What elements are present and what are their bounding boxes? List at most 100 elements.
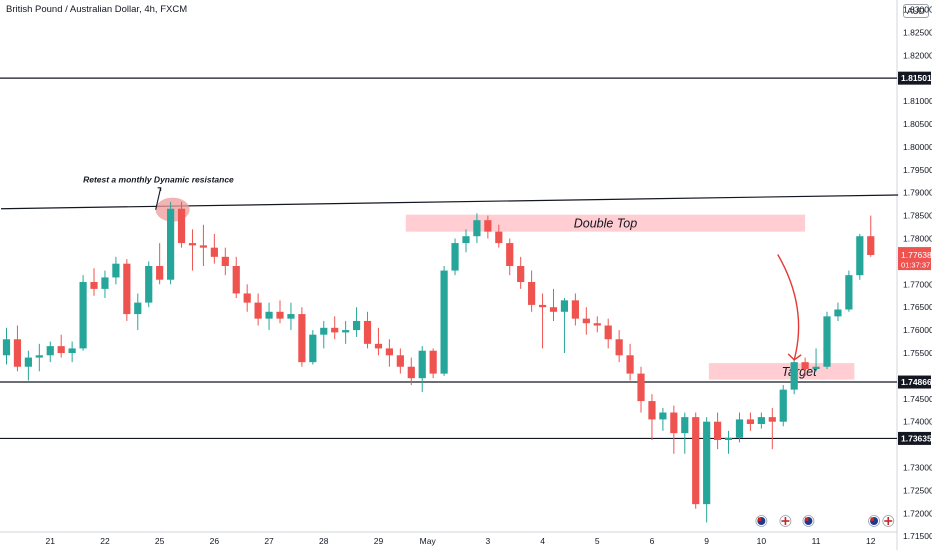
candle-down	[199, 245, 208, 248]
candle-up	[352, 320, 361, 331]
candle-down	[582, 318, 590, 324]
candle-up	[451, 243, 459, 271]
x-tick-label: 29	[374, 536, 384, 546]
candle-down	[396, 355, 404, 367]
y-tick-label: 1.74500	[903, 394, 932, 404]
candle-up	[757, 417, 765, 424]
y-tick-label: 1.83000	[903, 5, 932, 15]
x-tick-label: 10	[757, 536, 767, 546]
candle-up	[440, 270, 448, 374]
x-tick-label: 12	[866, 536, 876, 546]
candle-up	[473, 220, 481, 237]
candle-up	[35, 355, 43, 358]
zone-box-0	[405, 214, 806, 232]
candle-down	[549, 307, 558, 312]
candle-down	[254, 302, 262, 319]
candle-down	[714, 421, 722, 441]
annotation-pointer-head	[157, 187, 162, 191]
x-tick-label: May	[420, 536, 437, 546]
candle-up	[724, 437, 733, 441]
candle-down	[331, 327, 339, 333]
currency-badge[interactable]: AUD	[903, 4, 929, 18]
candle-up	[735, 419, 744, 438]
y-tick-label: 1.82000	[903, 50, 932, 60]
y-tick-label: 1.76500	[903, 302, 932, 312]
annotation-pointer	[155, 187, 162, 210]
x-tick-label: 26	[210, 536, 220, 546]
candle-down	[571, 300, 579, 319]
candle-up	[342, 330, 350, 333]
candle-up	[845, 275, 853, 310]
candle-down	[374, 343, 383, 349]
zone-label-1: Target	[782, 365, 818, 379]
zone-label-0: Double Top	[574, 217, 638, 231]
trendline	[1, 194, 899, 210]
x-tick-label: 21	[46, 536, 56, 546]
candle-down	[801, 362, 809, 370]
candle-down	[156, 265, 164, 280]
candle-down	[517, 265, 525, 283]
candle-down	[867, 236, 875, 255]
candle-up	[167, 208, 175, 280]
x-tick-label: 9	[704, 536, 709, 546]
candle-down	[528, 282, 536, 305]
candle-up	[101, 277, 109, 289]
candle-up	[779, 389, 787, 422]
candle-down	[495, 231, 503, 244]
candle-up	[112, 263, 120, 278]
candle-down	[604, 325, 612, 340]
last-price-label: 1.77638	[901, 250, 932, 260]
y-tick-label: 1.72500	[903, 485, 932, 495]
y-tick-label: 1.80500	[903, 119, 932, 129]
candle-down	[123, 263, 131, 315]
candle-up	[145, 265, 153, 303]
candle-down	[626, 355, 634, 374]
candle-down	[57, 346, 65, 353]
level-tag-label-0: 1.81501	[901, 73, 932, 83]
x-tick-label: 4	[540, 536, 545, 546]
y-tick-label: 1.82500	[903, 27, 932, 37]
x-tick-label: 11	[812, 536, 821, 546]
candle-down	[188, 243, 197, 246]
x-tick-label: 5	[595, 536, 600, 546]
au-flag-icon[interactable]	[755, 515, 768, 527]
candle-up	[823, 316, 831, 367]
candle-down	[243, 293, 251, 303]
candle-up	[79, 282, 87, 349]
candle-down	[385, 348, 393, 356]
candle-down	[363, 320, 372, 344]
uk-flag-icon[interactable]	[779, 515, 792, 527]
candle-up	[68, 348, 76, 353]
au-flag-icon[interactable]	[868, 515, 880, 527]
y-tick-label: 1.71500	[903, 531, 932, 541]
level-tag-label-2: 1.73635	[901, 433, 932, 443]
last-price-tag	[898, 247, 931, 271]
x-tick-label: 22	[100, 536, 110, 546]
y-tick-label: 1.74000	[903, 417, 932, 427]
y-tick-label: 1.80000	[903, 142, 932, 152]
candle-up	[462, 236, 470, 244]
candle-up	[790, 362, 798, 390]
candle-up	[812, 366, 820, 370]
au-flag-icon[interactable]	[802, 515, 815, 527]
candle-up	[287, 314, 295, 319]
level-tag-0	[898, 71, 931, 85]
candle-up	[856, 236, 864, 276]
uk-flag-icon[interactable]	[882, 515, 895, 527]
y-tick-label: 1.81000	[903, 96, 932, 106]
candle-down	[90, 282, 98, 289]
candle-down	[221, 256, 229, 266]
candle-down	[429, 350, 437, 374]
x-tick-label: 27	[264, 536, 274, 546]
candle-down	[768, 417, 776, 422]
candle-up	[703, 421, 711, 505]
candle-down	[593, 323, 601, 326]
annotation-text-0: Retest a monthly Dynamic resistance	[83, 175, 234, 185]
candle-down	[276, 311, 284, 319]
y-tick-label: 1.77000	[903, 279, 932, 289]
candle-down	[692, 417, 700, 505]
candle-up	[418, 350, 426, 379]
y-tick-label: 1.76000	[903, 325, 932, 335]
x-tick-label: 25	[155, 536, 165, 546]
